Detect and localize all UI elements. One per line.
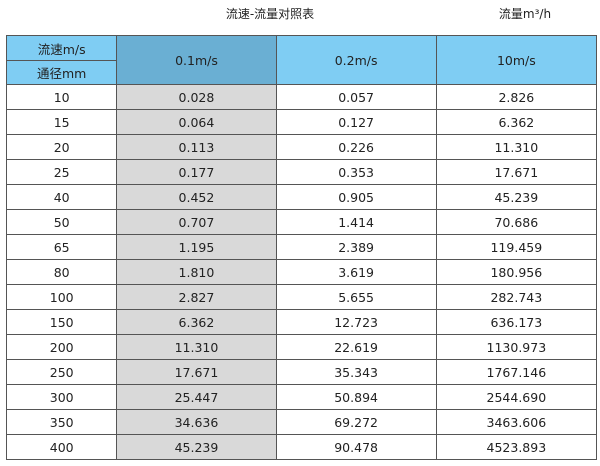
table-row: 40 0.452 0.905 45.239 (5, 184, 598, 210)
flow-cell: 282.743 (435, 284, 598, 310)
table-row: 80 1.810 3.619 180.956 (5, 259, 598, 285)
flow-cell: 0.028 (116, 84, 277, 110)
flow-cell: 90.478 (275, 434, 437, 460)
diameter-cell: 80 (5, 259, 118, 285)
flow-cell: 636.173 (435, 309, 598, 335)
flow-cell: 0.127 (275, 109, 437, 135)
flow-cell: 0.057 (275, 84, 437, 110)
flow-cell: 0.707 (116, 209, 277, 235)
table-row: 10 0.028 0.057 2.826 (5, 84, 598, 110)
flow-cell: 50.894 (275, 384, 437, 410)
diameter-cell: 100 (5, 284, 118, 310)
diameter-cell: 10 (5, 84, 118, 110)
flow-cell: 0.113 (116, 134, 277, 160)
table-row: 25 0.177 0.353 17.671 (5, 159, 598, 185)
flow-cell: 17.671 (116, 359, 277, 385)
flow-cell: 0.064 (116, 109, 277, 135)
flow-cell: 1.810 (116, 259, 277, 285)
flow-cell: 5.655 (275, 284, 437, 310)
diameter-cell: 350 (5, 409, 118, 435)
flow-cell: 119.459 (435, 234, 598, 260)
diameter-cell: 50 (5, 209, 118, 235)
table-row: 15 0.064 0.127 6.362 (5, 109, 598, 135)
table-row: 20 0.113 0.226 11.310 (5, 134, 598, 160)
flow-cell: 2.826 (435, 84, 598, 110)
flow-cell: 180.956 (435, 259, 598, 285)
flow-cell: 45.239 (116, 434, 277, 460)
flow-cell: 0.177 (116, 159, 277, 185)
flow-cell: 2.827 (116, 284, 277, 310)
table-row: 50 0.707 1.414 70.686 (5, 209, 598, 235)
table-row: 300 25.447 50.894 2544.690 (5, 384, 598, 410)
diameter-cell: 25 (5, 159, 118, 185)
diameter-cell: 65 (5, 234, 118, 260)
table-row: 400 45.239 90.478 4523.893 (5, 434, 598, 460)
flow-cell: 34.636 (116, 409, 277, 435)
flow-cell: 0.226 (275, 134, 437, 160)
diameter-cell: 250 (5, 359, 118, 385)
header-row: 流速m/s 0.1m/s 0.2m/s 10m/s (5, 35, 598, 85)
flow-cell: 11.310 (116, 334, 277, 360)
table-row: 250 17.671 35.343 1767.146 (5, 359, 598, 385)
flow-cell: 12.723 (275, 309, 437, 335)
flow-cell: 2544.690 (435, 384, 598, 410)
flow-cell: 3.619 (275, 259, 437, 285)
flow-cell: 22.619 (275, 334, 437, 360)
header-row: 通径mm (5, 60, 597, 85)
flow-cell: 4523.893 (435, 434, 598, 460)
column-header-0.1: 0.1m/s (116, 35, 277, 85)
table-title: 流速-流量对照表 (225, 7, 315, 21)
flow-cell: 17.671 (435, 159, 598, 185)
flow-cell: 2.389 (275, 234, 437, 260)
diameter-cell: 15 (5, 109, 118, 135)
flow-cell: 0.353 (275, 159, 437, 185)
flow-cell: 1.195 (116, 234, 277, 260)
flow-cell: 3463.606 (435, 409, 598, 435)
table-row: 100 2.827 5.655 282.743 (5, 284, 598, 310)
table-row: 65 1.195 2.389 119.459 (5, 234, 598, 260)
diameter-cell: 20 (5, 134, 118, 160)
diameter-cell: 200 (5, 334, 118, 360)
table-row: 200 11.310 22.619 1130.973 (5, 334, 598, 360)
flow-cell: 0.905 (275, 184, 437, 210)
diameter-cell: 400 (5, 434, 118, 460)
flow-cell: 0.452 (116, 184, 277, 210)
flow-cell: 35.343 (275, 359, 437, 385)
table-row: 150 6.362 12.723 636.173 (5, 309, 598, 335)
flow-cell: 25.447 (116, 384, 277, 410)
flow-velocity-table: 流速m/s 0.1m/s 0.2m/s 10m/s 通径mm 10 0.028 0.… (5, 35, 598, 460)
flow-cell: 11.310 (435, 134, 598, 160)
velocity-header: 流速m/s (5, 35, 118, 61)
diameter-header: 通径mm (5, 60, 118, 85)
flow-cell: 70.686 (435, 209, 598, 235)
flow-cell: 6.362 (435, 109, 598, 135)
table-row: 350 34.636 69.272 3463.606 (5, 409, 598, 435)
diameter-cell: 150 (5, 309, 118, 335)
column-header-0.2: 0.2m/s (275, 35, 437, 85)
diameter-cell: 300 (5, 384, 118, 410)
flow-cell: 1767.146 (435, 359, 598, 385)
flow-cell: 1130.973 (435, 334, 598, 360)
column-header-10: 10m/s (435, 35, 598, 85)
flow-cell: 1.414 (275, 209, 437, 235)
diameter-cell: 40 (5, 184, 118, 210)
flow-cell: 45.239 (435, 184, 598, 210)
flow-cell: 69.272 (275, 409, 437, 435)
flow-cell: 6.362 (116, 309, 277, 335)
flow-unit-label: 流量m³/h (498, 7, 552, 21)
